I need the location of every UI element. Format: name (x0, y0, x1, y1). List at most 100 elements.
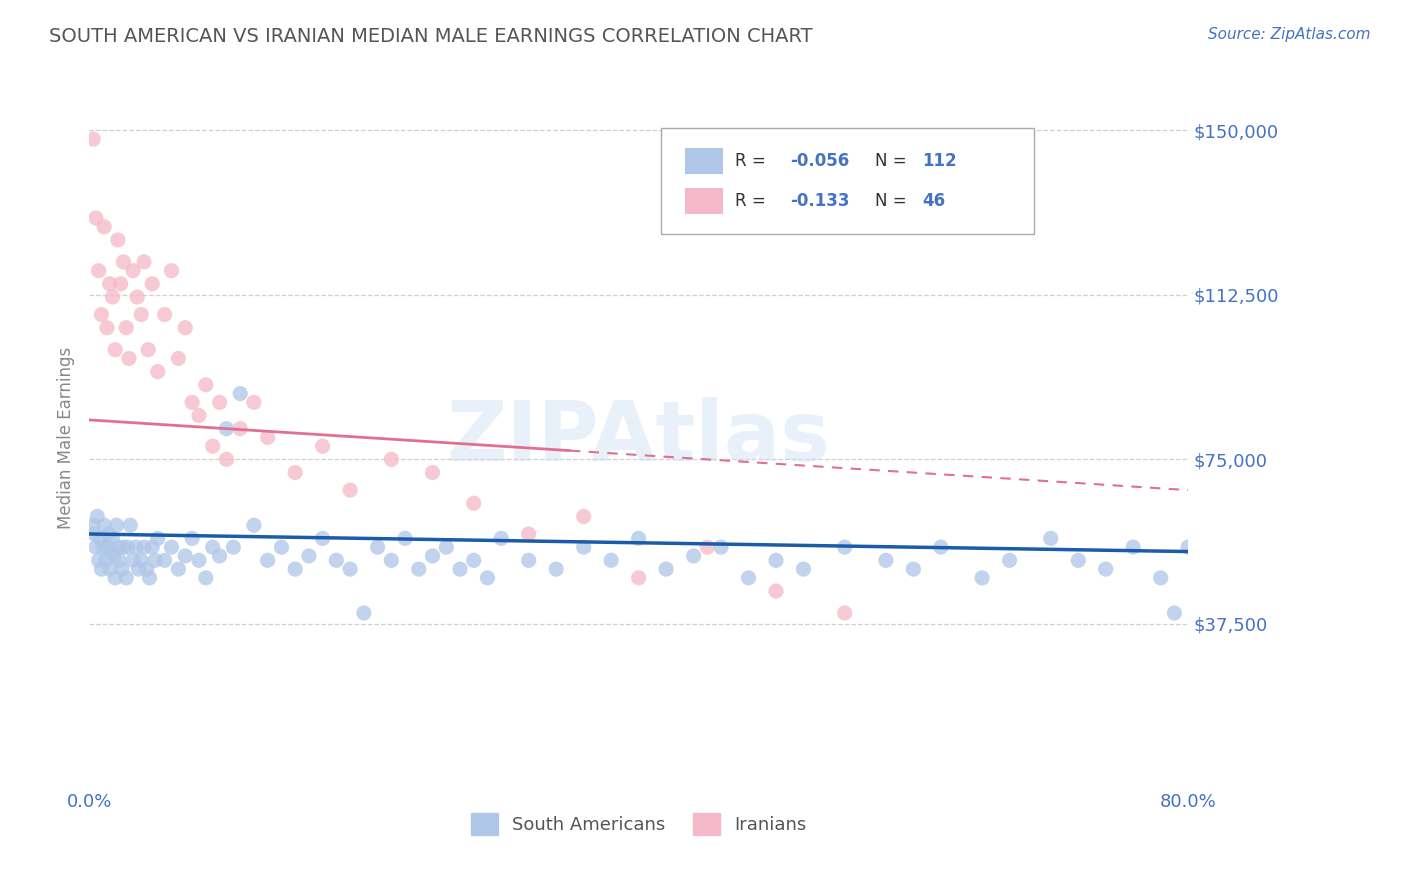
Point (970, 571, 993, 585)
Point (174, 549, 197, 563)
Point (84, 211, 107, 225)
Text: R =: R = (735, 193, 772, 211)
Point (138, 571, 160, 585)
Text: -0.133: -0.133 (790, 193, 849, 211)
Point (89, 532, 111, 546)
Point (98, 277, 121, 291)
Point (181, 532, 204, 546)
Point (127, 290, 149, 304)
Point (188, 409, 211, 423)
Point (87, 263, 110, 277)
Point (463, 496, 485, 510)
Point (353, 606, 375, 620)
Point (1067, 553, 1090, 567)
Point (572, 509, 595, 524)
Point (682, 549, 704, 563)
Point (434, 540, 457, 554)
Point (101, 532, 124, 546)
Point (208, 395, 231, 409)
Point (129, 308, 152, 322)
Point (146, 532, 169, 546)
FancyBboxPatch shape (661, 128, 1035, 234)
Point (1122, 540, 1144, 554)
Point (93, 219, 115, 234)
Point (97, 527, 120, 541)
Y-axis label: Median Male Earnings: Median Male Earnings (58, 346, 75, 529)
Point (115, 571, 138, 585)
Point (87, 553, 110, 567)
Point (737, 571, 759, 585)
Point (153, 308, 176, 322)
Point (128, 562, 150, 576)
Text: N =: N = (875, 193, 912, 211)
Point (153, 553, 176, 567)
Point (298, 549, 321, 563)
Point (110, 277, 132, 291)
Point (380, 553, 402, 567)
Point (201, 439, 224, 453)
Point (546, 562, 568, 576)
Point (222, 540, 245, 554)
Point (1177, 540, 1199, 554)
Point (103, 549, 125, 563)
Point (229, 422, 252, 436)
Point (284, 562, 307, 576)
Point (284, 466, 307, 480)
Point (136, 343, 159, 357)
Point (572, 540, 595, 554)
Point (112, 255, 135, 269)
Text: 112: 112 (922, 152, 957, 170)
Point (380, 452, 402, 467)
FancyBboxPatch shape (685, 148, 723, 174)
Point (143, 553, 166, 567)
Text: R =: R = (735, 152, 772, 170)
Point (903, 562, 925, 576)
Legend: South Americans, Iranians: South Americans, Iranians (464, 806, 814, 843)
Point (256, 553, 278, 567)
Point (834, 540, 856, 554)
Point (104, 571, 127, 585)
Point (141, 277, 163, 291)
Point (422, 549, 444, 563)
Point (215, 452, 238, 467)
Point (93, 518, 115, 533)
Point (104, 343, 127, 357)
Point (311, 532, 333, 546)
Point (135, 562, 157, 576)
Point (1150, 571, 1173, 585)
Point (118, 351, 141, 366)
Point (194, 571, 217, 585)
Point (100, 544, 122, 558)
Point (339, 483, 361, 497)
Point (111, 562, 134, 576)
Point (765, 584, 787, 599)
FancyBboxPatch shape (685, 188, 723, 214)
Point (875, 553, 897, 567)
Point (194, 377, 217, 392)
Point (215, 422, 238, 436)
Point (627, 571, 650, 585)
Point (765, 553, 787, 567)
Point (449, 562, 471, 576)
Point (83, 527, 105, 541)
Point (108, 553, 131, 567)
Point (408, 562, 430, 576)
Point (710, 540, 733, 554)
Point (91, 540, 114, 554)
Point (998, 553, 1021, 567)
Point (82, 132, 104, 146)
Point (112, 540, 135, 554)
Point (325, 553, 347, 567)
Point (107, 233, 129, 247)
Point (1163, 606, 1185, 620)
Point (367, 540, 389, 554)
Point (1094, 562, 1116, 576)
Text: N =: N = (875, 152, 912, 170)
Point (201, 540, 224, 554)
Point (86, 509, 108, 524)
Point (120, 518, 142, 533)
Point (96, 320, 118, 334)
Text: SOUTH AMERICAN VS IRANIAN MEDIAN MALE EARNINGS CORRELATION CHART: SOUTH AMERICAN VS IRANIAN MEDIAN MALE EA… (49, 27, 813, 45)
Point (90, 308, 112, 322)
Point (243, 395, 266, 409)
